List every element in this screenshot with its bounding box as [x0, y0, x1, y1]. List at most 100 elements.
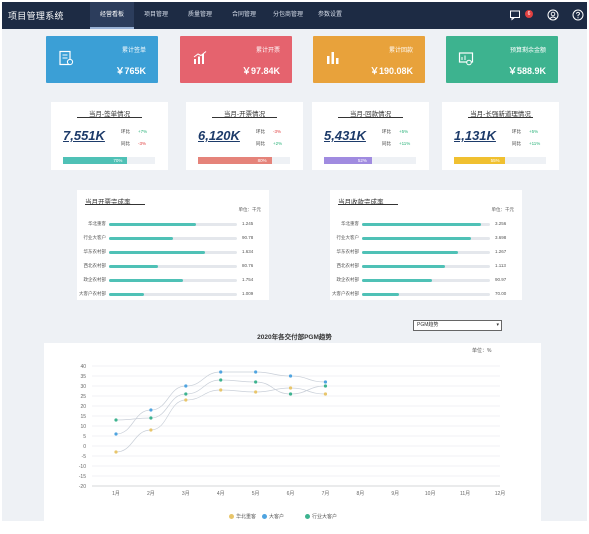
- bar-row-value: 3.256: [495, 221, 507, 226]
- payment-completion-panel: 当月收款完成率 单位：千元 华北重客 3.256 行业大客户 3.698 华东农村部 1.…: [330, 190, 522, 300]
- kpi-card-received[interactable]: 累计回款 ￥190.08K: [313, 36, 425, 83]
- legend-item[interactable]: 大客户: [262, 513, 284, 520]
- bar-row: 政企农村部 1.754: [77, 277, 269, 285]
- mom-value: +7%: [138, 129, 148, 134]
- nav-subcontractor-management[interactable]: 分包商管理: [272, 12, 303, 18]
- contract-icon: [59, 50, 74, 66]
- panel-title: 当月开票完成率: [85, 199, 131, 206]
- bar-row-label: 政企农村部: [336, 277, 360, 282]
- stat-card-long-term: 当月-长强新道理情况 1,131K 环比 +5% 同比 +11% 55%: [442, 102, 559, 170]
- kpi-card-signed[interactable]: 累计签单 ￥765K: [46, 36, 158, 83]
- bar-track: [109, 279, 237, 282]
- x-tick-label: 10月: [425, 491, 436, 497]
- bar-fill[interactable]: [362, 265, 446, 268]
- bar-fill[interactable]: [109, 251, 205, 254]
- bar-fill[interactable]: [362, 293, 400, 296]
- bar-row-value: 80.76: [242, 263, 254, 268]
- data-point: [323, 392, 328, 396]
- nav-project-management[interactable]: 项目管理: [143, 12, 168, 18]
- stat-title: 当月-签单情况: [88, 111, 131, 118]
- legend-label: 华北重客: [236, 514, 257, 520]
- kpi-label: 累计开票: [255, 48, 280, 54]
- x-tick-label: 12月: [495, 491, 506, 497]
- nav-contract-management[interactable]: 合同管理: [231, 12, 256, 18]
- y-tick-label: 40: [80, 364, 86, 370]
- bar-track: [362, 237, 490, 240]
- mom-value: +5%: [529, 129, 539, 134]
- progress-bar: 70%: [63, 157, 155, 164]
- bar-fill[interactable]: [362, 223, 482, 226]
- legend-label: 行业大客户: [312, 514, 338, 520]
- data-point: [114, 450, 118, 454]
- bar-chart-icon: [193, 51, 207, 64]
- bar-fill[interactable]: [362, 279, 433, 282]
- mom-label: 环比: [256, 129, 265, 134]
- bar-row-label: 华东农村部: [336, 249, 360, 254]
- progress-bar: 80%: [198, 157, 290, 164]
- progress-fill: [63, 157, 128, 164]
- trend-line-chart: -20 -15 -10 -5 0 5 10 15 20 25 30 35 40 1月 2月 3月 4月 5月 6月 7…: [79, 364, 506, 497]
- bar-fill[interactable]: [109, 279, 184, 282]
- top-navbar: 项目管理系统 经营看板 项目管理 质量管理 合同管理 分包商管理 参数设置 6: [2, 2, 587, 29]
- bar-fill[interactable]: [109, 265, 158, 268]
- stat-value[interactable]: 6,120K: [198, 128, 240, 143]
- bar-row-label: 华北重客: [341, 221, 359, 226]
- stat-title: 当月-长强新道理情况: [470, 111, 531, 118]
- bar-fill[interactable]: [109, 237, 173, 240]
- bar-track: [109, 223, 237, 226]
- mom-label: 环比: [382, 129, 391, 134]
- bar-row-label: 行业大客户: [83, 235, 107, 240]
- kpi-value: ￥765K: [115, 66, 146, 76]
- legend-item[interactable]: 行业大客户: [305, 513, 337, 520]
- kpi-card-budget[interactable]: 预算剩余金额 ￥588.9K: [446, 36, 558, 83]
- title-underline: [77, 117, 142, 118]
- message-icon[interactable]: [509, 9, 521, 21]
- bar-track: [362, 279, 490, 282]
- kpi-value: ￥97.84K: [241, 66, 280, 76]
- bar-fill[interactable]: [109, 223, 197, 226]
- column-chart-icon: [327, 52, 339, 64]
- yoy-label: 同比: [512, 141, 521, 146]
- trend-select[interactable]: PGM趋势 ▾: [413, 320, 502, 331]
- bar-fill[interactable]: [362, 237, 471, 240]
- bar-row: 华东农村部 1.267: [330, 249, 522, 257]
- y-tick-label: 35: [80, 374, 86, 380]
- x-tick-label: 8月: [356, 491, 364, 497]
- help-icon[interactable]: [572, 9, 584, 21]
- bar-track: [109, 293, 237, 296]
- data-point: [149, 428, 153, 432]
- bar-fill[interactable]: [362, 251, 458, 254]
- user-icon[interactable]: [547, 9, 559, 21]
- bar-fill[interactable]: [109, 293, 144, 296]
- progress-label: 70%: [113, 158, 123, 163]
- bar-row-label: 大客户农村部: [332, 291, 359, 296]
- kpi-label: 预算剩余金额: [509, 48, 546, 54]
- x-tick-label: 11月: [460, 491, 470, 497]
- legend-item[interactable]: 华北重客: [229, 513, 256, 520]
- bar-row: 华北重客 1.245: [77, 221, 269, 229]
- stat-value[interactable]: 5,431K: [324, 128, 366, 143]
- stat-value[interactable]: 7,551K: [63, 128, 105, 143]
- data-point: [254, 390, 258, 394]
- data-point: [184, 384, 188, 388]
- data-point: [114, 418, 118, 422]
- x-tick-label: 9月: [391, 491, 399, 497]
- data-point: [254, 380, 258, 384]
- kpi-card-invoiced[interactable]: 累计开票 ￥97.84K: [180, 36, 292, 83]
- yoy-label: 同比: [121, 141, 130, 146]
- x-tick-label: 1月: [112, 491, 120, 497]
- stat-value[interactable]: 1,131K: [454, 128, 496, 143]
- bar-row: 华东农村部 1.634: [77, 249, 269, 257]
- y-tick-label: 20: [80, 404, 86, 410]
- nav-dashboard[interactable]: 经营看板: [90, 2, 134, 29]
- bar-row-value: 1.634: [242, 249, 254, 254]
- yoy-value: +2%: [273, 141, 283, 146]
- bar-row-label: 西北农村部: [336, 263, 360, 268]
- bar-row: 大客户农村部 70.00: [330, 291, 522, 299]
- nav-parameter-settings[interactable]: 参数设置: [317, 12, 342, 18]
- y-tick-label: -10: [79, 464, 86, 470]
- nav-quality-management[interactable]: 质量管理: [187, 12, 212, 18]
- data-point: [184, 398, 188, 402]
- yoy-label: 同比: [382, 141, 391, 146]
- bar-row-label: 大客户农村部: [79, 291, 106, 296]
